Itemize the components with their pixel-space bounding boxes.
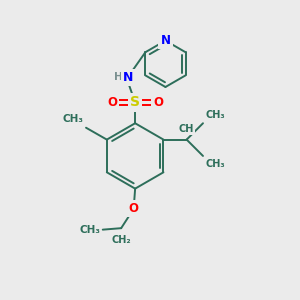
Text: H: H xyxy=(113,72,122,82)
Text: O: O xyxy=(153,96,163,109)
Text: CH₃: CH₃ xyxy=(80,225,100,235)
Text: CH₃: CH₃ xyxy=(205,110,225,120)
Text: CH₃: CH₃ xyxy=(63,114,84,124)
Text: CH₃: CH₃ xyxy=(205,159,225,169)
Text: CH: CH xyxy=(179,124,194,134)
Text: O: O xyxy=(129,202,139,215)
Text: N: N xyxy=(123,71,134,84)
Text: N: N xyxy=(160,34,170,47)
Text: O: O xyxy=(107,96,117,109)
Text: CH₂: CH₂ xyxy=(111,235,131,245)
Text: S: S xyxy=(130,95,140,110)
